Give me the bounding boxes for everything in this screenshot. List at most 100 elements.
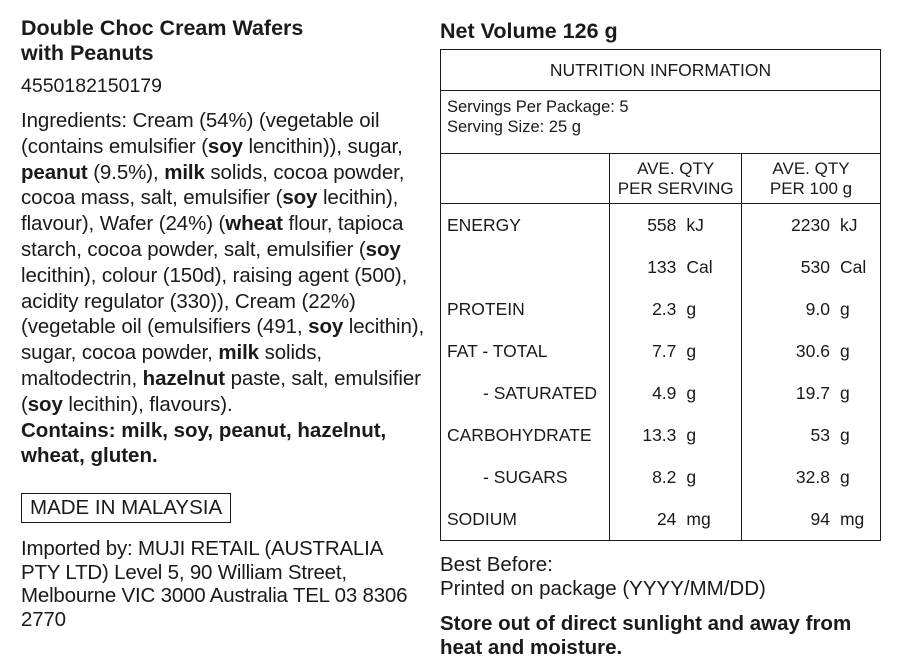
nutrient-label: - SATURATED bbox=[483, 383, 598, 403]
value-unit: g bbox=[839, 383, 850, 403]
nutrient-value: 94 mg bbox=[742, 498, 880, 540]
nutrient-value: 13.3 g bbox=[610, 414, 741, 456]
servings-per-package: Servings Per Package: 5 bbox=[447, 98, 629, 116]
value-number: 9.0 bbox=[805, 299, 830, 319]
allergen-word: soy bbox=[27, 392, 63, 416]
value-number: 8.2 bbox=[652, 467, 677, 487]
value-number: 19.7 bbox=[795, 383, 830, 403]
column-header-per-100g-line1: AVE. QTY bbox=[772, 158, 850, 178]
ingredient-text: flour, tapioca starch, cocoa powder, sal… bbox=[21, 212, 404, 261]
value-unit: mg bbox=[839, 509, 865, 529]
allergen-word: soy bbox=[207, 134, 243, 158]
allergen-word: soy bbox=[308, 315, 344, 339]
ingredients-text: Ingredients: Cream (54%) (vegetable oil … bbox=[21, 108, 426, 418]
value-number: 558 bbox=[647, 215, 677, 235]
ingredient-text: lecithin), sugar, cocoa powder, bbox=[21, 315, 425, 365]
value-unit: g bbox=[839, 425, 850, 445]
net-volume: Net Volume 126 g bbox=[440, 19, 618, 43]
allergen-word: peanut bbox=[21, 160, 88, 184]
value-unit: kJ bbox=[686, 215, 704, 235]
value-number: 530 bbox=[800, 257, 830, 277]
serving-size: Serving Size: 25 g bbox=[447, 118, 581, 136]
nutrient-value: 9.0 g bbox=[742, 288, 880, 330]
nutrient-value: 133 Cal bbox=[610, 246, 741, 288]
ingredient-text: lecithin), flavours). bbox=[62, 392, 233, 416]
value-number: 2230 bbox=[791, 215, 830, 235]
nutrient-value: 2230 kJ bbox=[742, 204, 880, 246]
allergen-word: soy bbox=[282, 186, 318, 210]
nutrient-value: 530 Cal bbox=[742, 246, 880, 288]
value-unit: g bbox=[686, 383, 697, 403]
allergen-word: soy bbox=[365, 237, 401, 261]
allergen-word: milk bbox=[164, 160, 205, 184]
right-column: Net Volume 126 g NUTRITION INFORMATION S… bbox=[439, 16, 882, 659]
value-number: 133 bbox=[647, 257, 677, 277]
value-number: 2.3 bbox=[652, 299, 677, 319]
value-number: 32.8 bbox=[795, 467, 830, 487]
nutrition-heading: NUTRITION INFORMATION bbox=[440, 49, 881, 91]
importer-info: Imported by: MUJI RETAIL (AUSTRALIA PTY … bbox=[21, 537, 408, 631]
column-header-per-100g: AVE. QTY PER 100 g bbox=[740, 153, 882, 204]
value-number: 13.3 bbox=[642, 425, 677, 445]
per-serving-values: 558 kJ 133 Cal 2.3 g 7.7 g 4.9 g 13.3 g 8.2 g 24 mg bbox=[609, 203, 742, 541]
value-number: 30.6 bbox=[795, 341, 830, 361]
value-unit: g bbox=[839, 341, 850, 361]
nutrient-label: PROTEIN bbox=[447, 299, 525, 319]
nutrition-table: NUTRITION INFORMATION Servings Per Packa… bbox=[439, 49, 882, 541]
ingredient-text: (9.5%), bbox=[87, 160, 165, 184]
ingredient-text: solids, maltodectrin, bbox=[21, 341, 322, 390]
nutrient-label: FAT - TOTAL bbox=[447, 341, 548, 361]
barcode-number: 4550182150179 bbox=[21, 75, 162, 97]
allergen-word: hazelnut bbox=[142, 366, 225, 390]
value-unit: kJ bbox=[839, 215, 858, 235]
nutrient-value: 8.2 g bbox=[610, 456, 741, 498]
allergen-word: wheat bbox=[225, 212, 283, 236]
value-unit: g bbox=[686, 299, 697, 319]
ingredient-text: Cream (54%) (vegetable oil (contains emu… bbox=[21, 109, 380, 158]
nutrient-value: 4.9 g bbox=[610, 372, 741, 414]
per-100g-values: 2230 kJ 530 Cal 9.0 g 30.6 g 19.7 g 53 g 32.8 g 94 mg bbox=[740, 203, 882, 541]
ingredients-label: Ingredients: bbox=[21, 109, 127, 132]
nutrient-value: 24 mg bbox=[610, 498, 741, 540]
ingredient-text: lecithin), flavour), Wafer (24%) ( bbox=[21, 186, 399, 236]
nutrient-value: 558 kJ bbox=[610, 204, 741, 246]
left-column: Double Choc Cream Wafers with Peanuts 45… bbox=[21, 16, 426, 631]
nutrient-label bbox=[441, 246, 609, 288]
value-unit: Cal bbox=[839, 257, 867, 277]
nutrient-value: 19.7 g bbox=[742, 372, 880, 414]
ingredient-text: paste, salt, emulsifier ( bbox=[21, 366, 421, 416]
value-number: 94 bbox=[810, 509, 830, 529]
value-unit: mg bbox=[686, 509, 711, 529]
nutrient-value: 32.8 g bbox=[742, 456, 880, 498]
value-unit: g bbox=[839, 299, 850, 319]
value-number: 53 bbox=[810, 425, 830, 445]
column-header-per-serving-line2: PER SERVING bbox=[617, 178, 734, 198]
ingredient-text: lencithin)), sugar, bbox=[242, 134, 403, 158]
value-unit: g bbox=[686, 341, 697, 361]
value-unit: g bbox=[686, 425, 697, 445]
value-number: 7.7 bbox=[652, 341, 677, 361]
ingredient-text: lecithin), colour (150d), raising agent … bbox=[21, 263, 408, 339]
best-before-value: Printed on package (YYYY/MM/DD) bbox=[440, 576, 766, 600]
best-before: Best Before: Printed on package (YYYY/MM… bbox=[440, 553, 881, 600]
column-header-per-serving-line1: AVE. QTY bbox=[637, 158, 715, 178]
product-title-line1: Double Choc Cream Wafers bbox=[21, 16, 304, 40]
nutrient-value: 30.6 g bbox=[742, 330, 880, 372]
value-number: 24 bbox=[656, 509, 677, 529]
ingredients-list: Cream (54%) (vegetable oil (contains emu… bbox=[21, 109, 424, 416]
nutrient-label: - SUGARS bbox=[483, 467, 568, 487]
nutrient-labels: ENERGY PROTEIN FAT - TOTAL - SATURATED CARBO… bbox=[439, 203, 611, 541]
column-header-blank bbox=[439, 153, 611, 204]
value-number: 4.9 bbox=[652, 383, 677, 403]
value-unit: g bbox=[686, 467, 697, 487]
column-header-per-serving: AVE. QTY PER SERVING bbox=[609, 153, 742, 204]
nutrient-value: 2.3 g bbox=[610, 288, 741, 330]
nutrient-value: 53 g bbox=[742, 414, 880, 456]
nutrient-label: ENERGY bbox=[447, 215, 521, 235]
nutrient-value: 7.7 g bbox=[610, 330, 741, 372]
value-unit: Cal bbox=[686, 257, 713, 277]
nutrient-label: CARBOHYDRATE bbox=[447, 425, 592, 445]
origin-box: MADE IN MALAYSIA bbox=[21, 493, 232, 524]
best-before-label: Best Before: bbox=[440, 553, 553, 576]
product-title: Double Choc Cream Wafers with Peanuts bbox=[21, 16, 426, 66]
